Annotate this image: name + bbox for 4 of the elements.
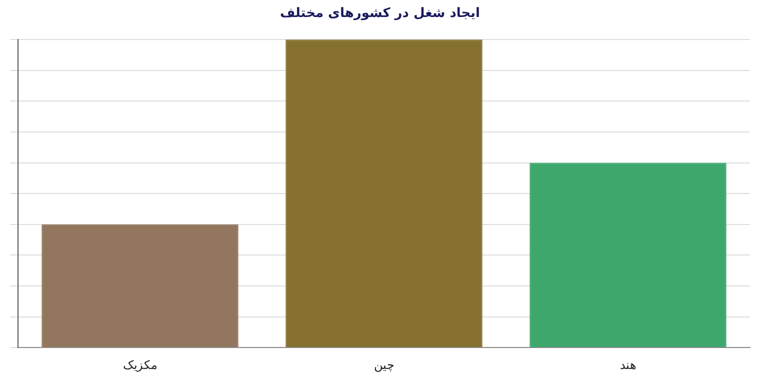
chart-title: ایجاد شغل در کشورهای مختلف — [280, 6, 480, 22]
x-tick-label: مکزیک — [123, 358, 157, 372]
x-tick-label: چین — [374, 358, 394, 372]
x-tick-label: هند — [620, 358, 636, 372]
